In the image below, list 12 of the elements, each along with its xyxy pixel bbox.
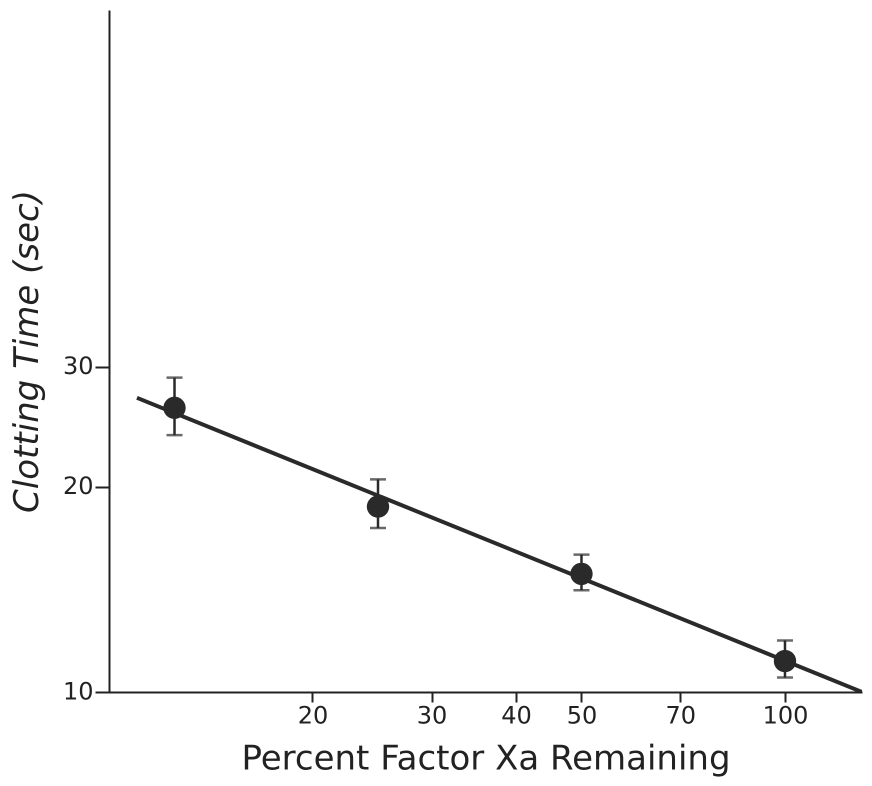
y-tick-label: 20 [62, 472, 94, 500]
x-tick-label: 20 [298, 702, 328, 730]
x-tick-label: 30 [416, 702, 448, 730]
x-tick-label: 70 [665, 702, 696, 730]
x-tick-label: 40 [501, 702, 532, 730]
y-tick-label: 10 [62, 678, 94, 706]
point [366, 495, 390, 518]
x-tick-label: 100 [762, 702, 808, 730]
y-axis-title: Clotting Time (sec) [6, 190, 47, 513]
y-tick-label: 30 [62, 352, 94, 380]
x-axis-title: Percent Factor Xa Remaining [241, 738, 731, 778]
x-tick-label: 50 [566, 702, 598, 730]
